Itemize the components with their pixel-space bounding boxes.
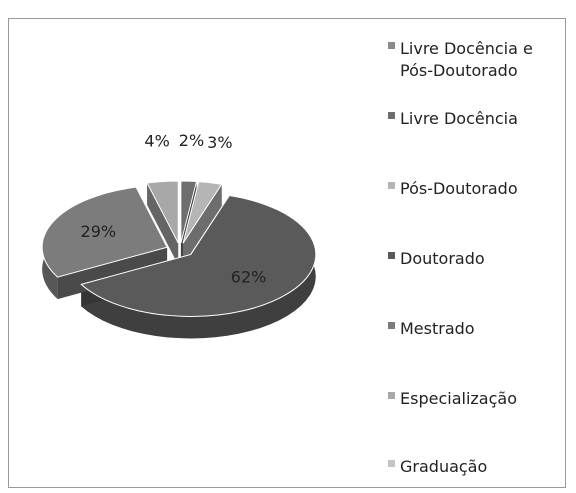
legend-swatch	[388, 42, 395, 49]
legend-item: Livre Docência	[388, 108, 570, 130]
legend-label: Livre Docência e Pós-Doutorado	[400, 39, 533, 80]
legend-label: Especialização	[400, 389, 517, 408]
legend-item: Mestrado	[388, 318, 570, 340]
pie-slice-wall	[183, 181, 222, 266]
legend-item: Graduação	[388, 456, 570, 478]
legend-item: Pós-Doutorado	[388, 178, 570, 200]
legend-label: Mestrado	[400, 319, 475, 338]
legend-item: Livre Docência e Pós-Doutorado	[388, 38, 570, 82]
pie-slice-wall	[147, 181, 179, 266]
legend-swatch	[388, 112, 395, 119]
legend-swatch	[388, 182, 395, 189]
data-label: 3%	[207, 133, 232, 152]
legend-swatch	[388, 252, 395, 259]
pie-slice	[146, 180, 179, 244]
legend-item: Doutorado	[388, 248, 570, 270]
legend-label: Doutorado	[400, 249, 485, 268]
pie-slice	[182, 181, 223, 244]
chart-frame	[8, 18, 566, 488]
legend-label: Livre Docência	[400, 109, 518, 128]
pie-slice	[41, 186, 168, 278]
legend-swatch	[388, 460, 395, 467]
data-label: 29%	[81, 222, 117, 241]
legend-item: Especialização	[388, 388, 570, 410]
data-label: 62%	[231, 268, 267, 287]
pie-slice	[80, 194, 317, 317]
legend-label: Pós-Doutorado	[400, 179, 518, 198]
legend-swatch	[388, 392, 395, 399]
legend-swatch	[388, 322, 395, 329]
legend-label: Graduação	[400, 457, 488, 476]
data-label: 4%	[144, 132, 169, 151]
data-label: 2%	[179, 131, 204, 150]
pie-slice	[180, 180, 198, 244]
